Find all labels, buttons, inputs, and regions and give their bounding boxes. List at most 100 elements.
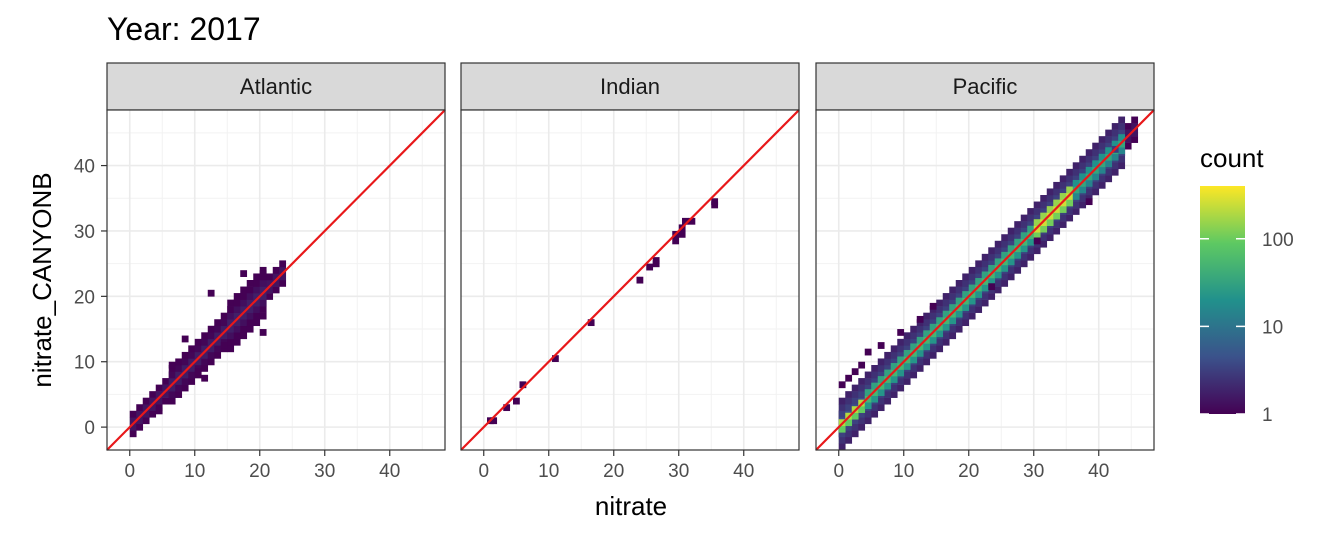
- heatmap-bin: [1020, 245, 1028, 253]
- heatmap-bin: [923, 330, 931, 338]
- heatmap-bin: [1111, 168, 1119, 176]
- heatmap-bin: [181, 358, 189, 366]
- heatmap-bin: [1092, 188, 1100, 196]
- x-tick-label: 0: [124, 461, 135, 482]
- heatmap-bin: [1033, 232, 1041, 240]
- heatmap-bin: [181, 365, 189, 372]
- heatmap-bin: [1111, 162, 1119, 170]
- heatmap-bin: [845, 419, 853, 427]
- heatmap-bin: [897, 384, 905, 392]
- heatmap-bin: [890, 384, 898, 392]
- heatmap-bin: [1040, 225, 1048, 233]
- heatmap-bin: [240, 319, 248, 327]
- heatmap-bin: [975, 260, 983, 268]
- heatmap-bin: [1053, 227, 1061, 235]
- heatmap-bin: [1001, 258, 1009, 266]
- heatmap-bin: [1059, 181, 1067, 189]
- heatmap-bin: [1001, 273, 1009, 281]
- heatmap-bin: [851, 412, 859, 420]
- heatmap-bin: [1007, 240, 1015, 248]
- heatmap-bin: [149, 391, 157, 398]
- heatmap-bin: [1092, 155, 1100, 163]
- heatmap-bin: [838, 425, 846, 433]
- heatmap-bin: [897, 369, 905, 377]
- heatmap-bin: [1040, 212, 1048, 220]
- heatmap-bin: [259, 286, 267, 294]
- heatmap-bin: [884, 391, 892, 398]
- heatmap-bins: [129, 260, 287, 438]
- heatmap-bin: [233, 293, 241, 300]
- heatmap-bin: [1131, 123, 1139, 130]
- heatmap-bin: [168, 391, 176, 398]
- heatmap-bin: [1111, 140, 1119, 148]
- heatmap-bin: [897, 378, 905, 385]
- heatmap-bin: [1118, 155, 1126, 163]
- heatmap-bin: [1079, 179, 1087, 187]
- heatmap-bin: [220, 332, 228, 340]
- heatmap-bin: [279, 266, 287, 274]
- heatmap-bin: [240, 270, 248, 277]
- heatmap-bin: [1118, 147, 1126, 155]
- heatmap-bin: [864, 410, 872, 418]
- heatmap-bin: [1098, 160, 1106, 168]
- heatmap-bin: [1027, 253, 1035, 261]
- heatmap-bin: [871, 365, 879, 372]
- heatmap-bin: [279, 260, 287, 268]
- heatmap-bin: [968, 297, 976, 305]
- heatmap-bin: [903, 345, 911, 353]
- heatmap-bin: [227, 319, 235, 327]
- heatmap-bin: [1014, 234, 1022, 242]
- heatmap-bin: [1040, 234, 1048, 242]
- heatmap-bin: [519, 381, 527, 389]
- heatmap-bin: [1066, 181, 1074, 189]
- heatmap-bin: [929, 351, 937, 359]
- heatmap-bin: [955, 325, 963, 333]
- facet-strip-label: Indian: [600, 74, 660, 99]
- heatmap-bin: [711, 198, 719, 206]
- heatmap-bin: [981, 278, 989, 285]
- heatmap-bin: [1059, 214, 1067, 222]
- heatmap-bin: [194, 368, 202, 376]
- heatmap-bin: [1020, 232, 1028, 240]
- heatmap-bin: [142, 397, 150, 405]
- heatmap-bin: [201, 338, 209, 346]
- heatmap-bin: [897, 338, 905, 346]
- heatmap-bin: [1046, 188, 1054, 196]
- heatmap-bin: [962, 291, 970, 298]
- x-tick-label: 20: [958, 461, 979, 482]
- heatmap-bin: [1085, 179, 1093, 187]
- heatmap-bin: [1033, 225, 1041, 233]
- heatmap-bin: [672, 237, 680, 245]
- heatmap-bin: [1014, 260, 1022, 268]
- heatmap-bin: [253, 293, 261, 300]
- heatmap-bin: [168, 384, 176, 392]
- heatmap-bin: [646, 263, 654, 271]
- heatmap-bin: [175, 365, 183, 372]
- heatmap-bin: [214, 332, 222, 340]
- heatmap-bin: [1059, 206, 1067, 213]
- heatmap-bin: [949, 332, 957, 340]
- heatmap-bin: [1066, 208, 1074, 215]
- heatmap-bin: [240, 312, 248, 320]
- heatmap-bin: [929, 323, 937, 331]
- heatmap-bin: [233, 325, 241, 333]
- heatmap-bin: [936, 317, 944, 325]
- heatmap-bin: [129, 417, 137, 425]
- heatmap-bin: [1020, 221, 1028, 228]
- heatmap-bin: [233, 319, 241, 327]
- heatmap-bin: [1072, 179, 1080, 187]
- heatmap-bin: [981, 293, 989, 300]
- heatmap-bin: [1085, 166, 1093, 174]
- heatmap-bin: [1092, 181, 1100, 189]
- heatmap-bin: [903, 332, 911, 340]
- heatmap-bin: [587, 319, 595, 327]
- heatmap-bin: [136, 423, 144, 431]
- heatmap-bin: [1118, 140, 1126, 148]
- heatmap-bin: [845, 397, 853, 405]
- heatmap-bin: [955, 286, 963, 294]
- heatmap-bin: [1046, 219, 1054, 226]
- heatmap-bin: [259, 270, 267, 277]
- heatmap-bin: [1001, 251, 1009, 259]
- heatmap-bin: [890, 363, 898, 370]
